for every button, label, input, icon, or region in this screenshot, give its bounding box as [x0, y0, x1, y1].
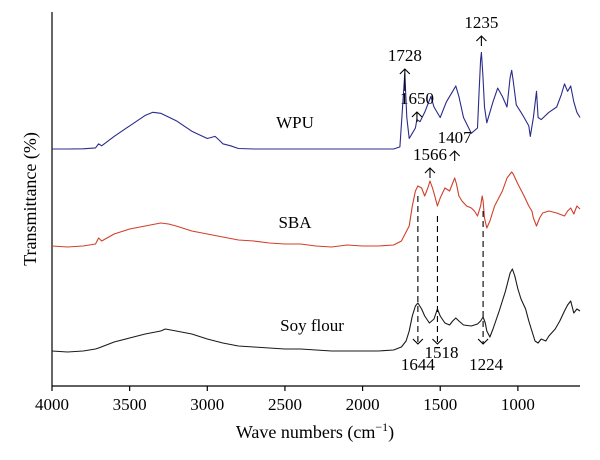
x-tick-label-1000: 1000 [501, 395, 535, 414]
annotation-label-1644: 1644 [401, 355, 436, 374]
series-line-sba [51, 171, 581, 248]
annotation-arrowhead-1650 [411, 111, 423, 118]
annotation-arrowhead-1407 [449, 150, 461, 157]
x-axis-title: Wave numbers (cm−1) [236, 420, 394, 443]
annotation-arrowhead-1566 [424, 167, 436, 174]
x-tick-label-2500: 2500 [268, 395, 302, 414]
series-layer [51, 51, 581, 353]
series-line-soy-flour [51, 268, 581, 353]
annotation-label-1728: 1728 [388, 46, 422, 65]
annotation-arrowhead-1644 [412, 338, 424, 345]
annotation-arrowhead-1518 [432, 338, 443, 345]
series-label-layer: WPU SBA Soy flour [276, 113, 344, 335]
x-tick-label-4000: 4000 [35, 395, 69, 414]
x-axis-title-superscript: −1 [375, 420, 388, 434]
x-tick-label-1500: 1500 [423, 395, 457, 414]
annotation-arrowhead-1235 [475, 35, 487, 42]
x-tick-label-3000: 3000 [190, 395, 224, 414]
x-axis-title-close: ) [388, 422, 394, 443]
annotation-label-1224: 1224 [469, 355, 504, 374]
x-axis-ticks: 4000 3500 3000 2500 2000 1500 1000 [35, 386, 535, 414]
annotation-label-1407: 1407 [438, 128, 473, 147]
y-axis-title: Transmittance (%) [20, 132, 41, 266]
x-tick-label-3500: 3500 [113, 395, 147, 414]
annotation-label-1650: 1650 [400, 89, 434, 108]
x-tick-label-2000: 2000 [346, 395, 380, 414]
x-axis-title-main: Wave numbers (cm [236, 422, 376, 443]
series-line-wpu [52, 51, 581, 150]
series-label-wpu: WPU [276, 113, 314, 132]
annotation-arrowhead-1728 [399, 68, 411, 75]
series-label-soy-flour: Soy flour [280, 316, 344, 335]
annotation-arrowhead-1224 [477, 338, 489, 345]
annotation-label-1566: 1566 [413, 145, 447, 164]
annotation-label-1518: 1518 [424, 343, 458, 362]
annotation-label-1235: 1235 [464, 13, 498, 32]
series-label-sba: SBA [278, 213, 312, 232]
